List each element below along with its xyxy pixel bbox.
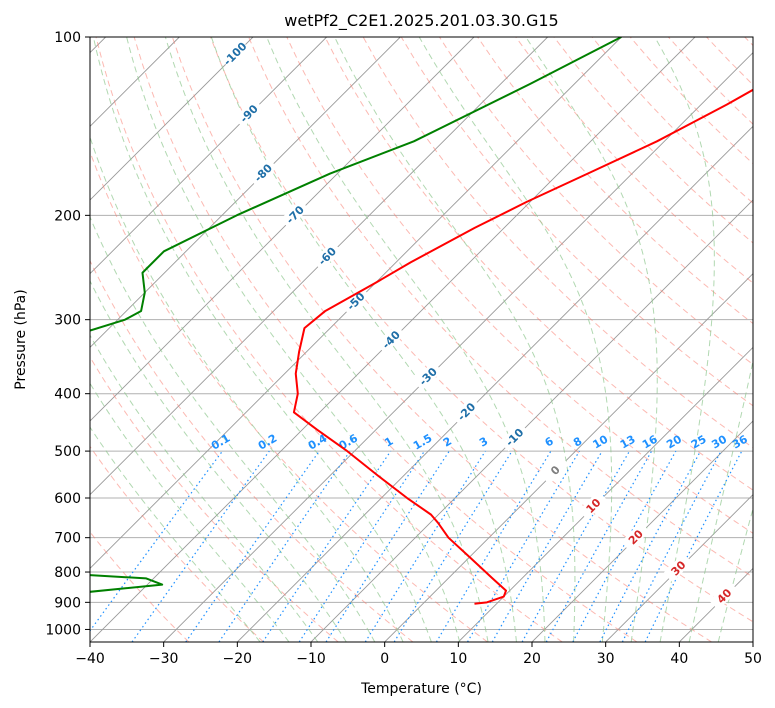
isotherm-label-bg (620, 522, 650, 552)
mixing-ratio-line (298, 450, 425, 642)
plot-frame (89, 36, 754, 643)
isotherm-line (458, 346, 753, 642)
dry-adiabat-line (248, 37, 753, 578)
isotherm-line (384, 273, 753, 642)
mixing-ratio-line (131, 450, 270, 642)
x-tick-label: −30 (149, 651, 179, 667)
dry-adiabat-line (286, 37, 753, 534)
mixing-ratio-line (466, 450, 580, 642)
moist-adiabat-line (90, 426, 261, 642)
mixing-ratio-line (218, 450, 351, 642)
moist-adiabat-line (525, 37, 658, 642)
isotherm-label-bg (220, 38, 250, 68)
moist-adiabat-line (90, 135, 404, 642)
moist-adiabat-line (90, 334, 319, 642)
x-tick-label: 10 (449, 651, 467, 667)
y-tick-label: 100 (54, 30, 81, 46)
isotherm-line (90, 37, 401, 348)
dewpoint-profile-line (90, 37, 622, 593)
moist-adiabat-line (418, 37, 613, 642)
y-tick-label: 600 (54, 491, 81, 507)
moist-adiabat-line (90, 382, 290, 642)
isotherm-label-bg (233, 98, 263, 128)
y-axis-label: Pressure (hPa) (13, 289, 29, 389)
y-axis: 100 200 300 400 500 600 700 800 900 1000 (45, 30, 90, 638)
isotherm-line (605, 494, 753, 642)
isotherm-label-bg (376, 324, 406, 354)
x-tick-label: 0 (380, 651, 389, 667)
isotherm-label-bg (709, 581, 739, 611)
y-tick-label: 700 (54, 531, 81, 547)
isotherm-line (90, 37, 254, 201)
moist-adiabat-line (164, 37, 489, 642)
isotherm-line (90, 37, 475, 422)
moist-adiabat-line (210, 37, 517, 642)
y-tick-label: 800 (54, 565, 81, 581)
mixing-ratio-line (325, 450, 450, 642)
plot-area: 0.10.20.40.611.52346810131620253036-100-… (90, 37, 753, 642)
moist-adiabat-line (126, 37, 461, 642)
x-axis: −40 −30 −20 −10 0 10 20 30 40 50 (75, 642, 762, 667)
moist-adiabat-line (654, 37, 715, 642)
moist-adiabat-line (266, 37, 546, 642)
isotherm-label: 0 (540, 455, 570, 485)
isotherm-label-bg (499, 422, 529, 452)
mixing-ratio-line (572, 450, 677, 642)
isotherm-label-bg (540, 455, 570, 485)
x-tick-label: 30 (597, 651, 615, 667)
x-tick-label: −40 (75, 651, 105, 667)
moist-adiabat-line (92, 37, 432, 642)
mixing-ratio-line (262, 450, 392, 642)
isotherm-label-bg (248, 157, 278, 187)
moist-adiabat-line (717, 506, 753, 642)
dry-adiabat-line (324, 37, 753, 491)
x-tick-label: −10 (296, 651, 326, 667)
isotherm-line (90, 37, 548, 496)
isotherm-line (90, 37, 327, 275)
moist-adiabat-line (688, 358, 753, 642)
x-tick-label: 20 (523, 651, 541, 667)
x-tick-label: 50 (744, 651, 762, 667)
y-tick-label: 500 (54, 444, 81, 460)
chart-title: wetPf2_C2E1.2025.201.03.30.G15 (284, 11, 558, 31)
isotherm-line (163, 52, 753, 642)
mixing-ratio-line (599, 450, 702, 642)
dry-adiabat-line (171, 37, 712, 642)
x-axis-label: Temperature (°C) (360, 681, 482, 697)
moist-adiabat-line (90, 215, 376, 642)
isotherm-label-bg (280, 199, 310, 229)
isotherm-label-bg (413, 361, 443, 391)
mixing-ratio-line (393, 450, 513, 642)
x-tick-label: −20 (223, 651, 253, 667)
dry-adiabat-line (90, 259, 414, 642)
dry-adiabat-line (90, 445, 264, 642)
dry-adiabat-line (95, 37, 563, 642)
mixing-ratio-line (364, 450, 486, 642)
y-tick-label: 200 (54, 208, 81, 224)
x-tick-label: 40 (670, 651, 688, 667)
y-tick-label: 900 (54, 595, 81, 611)
isotherm-label-bg (312, 241, 342, 271)
isotherm-line (90, 37, 622, 569)
temperature-profile-line (292, 88, 753, 605)
mixing-ratio-line (185, 450, 320, 642)
isotherm-label-bg (578, 490, 608, 520)
isotherm-line (237, 125, 753, 642)
dry-adiabat-line (515, 37, 753, 284)
y-tick-label: 400 (54, 387, 81, 403)
y-tick-label: 1000 (45, 622, 81, 638)
isotherm-label-bg (451, 396, 481, 426)
mixing-ratio-line (435, 450, 552, 642)
y-tick-label: 300 (54, 313, 81, 329)
isotherm-label-bg (663, 553, 693, 583)
moist-adiabat-line (334, 37, 576, 642)
isotherm-label-bg (340, 286, 370, 316)
